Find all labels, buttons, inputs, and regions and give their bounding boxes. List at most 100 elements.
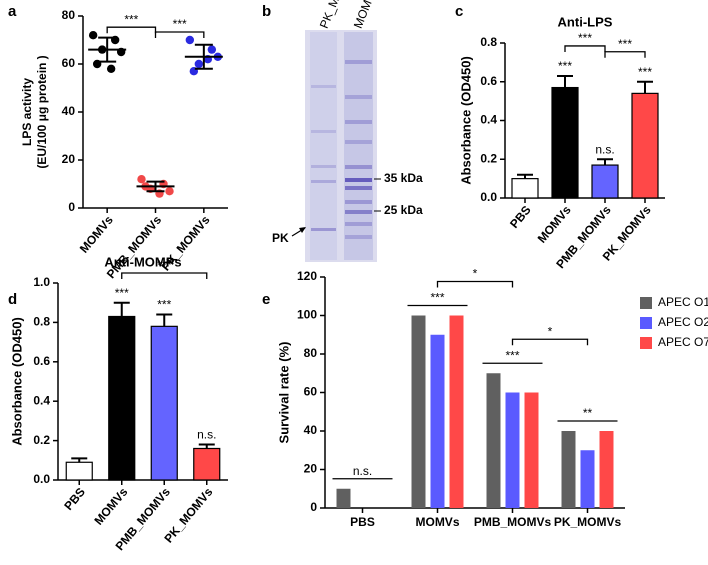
point (88, 31, 98, 40)
y-tick-label: 0.2 (33, 433, 50, 447)
y-tick-label: 40 (62, 104, 76, 118)
point (207, 45, 217, 54)
error-bar (113, 301, 130, 317)
error-bar (517, 173, 533, 179)
panel-letter: a (8, 3, 17, 20)
x-tick-label: PBS (350, 515, 375, 529)
error-bar (557, 74, 573, 88)
bar (580, 450, 595, 508)
bracket (154, 31, 205, 38)
y-tick-label: 0 (68, 200, 75, 214)
bracket-label: * (473, 267, 478, 281)
bar (193, 447, 221, 481)
y-tick-label: 0.4 (33, 393, 50, 407)
legend-swatch (640, 317, 652, 329)
x-tick-label: PBS (61, 485, 88, 513)
y-tick-label: 40 (304, 423, 318, 437)
y-axis-label: Absorbance (OD450) (458, 56, 473, 185)
bar (551, 86, 579, 199)
y-tick-label: 0.0 (33, 472, 50, 486)
bracket (436, 280, 514, 288)
bar (524, 392, 539, 508)
bar (108, 315, 136, 481)
legend-swatch (640, 297, 652, 309)
sd-bar (146, 180, 165, 193)
y-tick-label: 60 (304, 385, 318, 399)
significance: *** (115, 286, 129, 300)
legend-swatch (640, 337, 652, 349)
panel-letter: b (262, 3, 271, 20)
y-axis-label: (EU/100 μg protein ) (35, 55, 49, 168)
legend-label: APEC O78 (658, 335, 708, 349)
significance: *** (638, 65, 652, 79)
band (345, 235, 372, 239)
y-tick-label: 0.2 (480, 151, 497, 165)
legend-label: APEC O1 (658, 295, 708, 309)
panel-letter: c (455, 3, 463, 20)
y-tick-label: 0.0 (480, 190, 497, 204)
chart-title: Anti-LPS (558, 14, 613, 29)
marker-label: 35 kDa (384, 171, 423, 185)
chart-title: Anti-MOMPs (104, 254, 181, 269)
y-tick-label: 100 (297, 308, 317, 322)
point (194, 59, 204, 69)
x-tick-label: MOMVs (535, 203, 574, 246)
bracket (121, 272, 208, 279)
bracket-label: *** (578, 31, 592, 45)
bracket-label: *** (173, 17, 187, 31)
legend-label: APEC O2 (658, 315, 708, 329)
bar (430, 334, 445, 508)
band (311, 180, 336, 183)
lane-label: MOMVS (351, 0, 381, 30)
x-tick-label: MOMVs (77, 213, 116, 256)
error-bar (198, 443, 215, 449)
x-tick-label: MOMVs (415, 515, 459, 529)
bracket-label: * (548, 324, 553, 338)
lane (310, 32, 337, 260)
sd-bar (98, 36, 117, 63)
bracket (604, 51, 646, 58)
x-tick-label: PK_MOMVs (554, 515, 622, 529)
significance: n.s. (353, 464, 372, 478)
y-tick-label: 60 (62, 56, 76, 70)
bracket (106, 26, 157, 34)
y-tick-label: 0 (310, 500, 317, 514)
band (345, 186, 372, 190)
band (345, 222, 372, 226)
bracket (564, 45, 606, 52)
y-tick-label: 0.8 (33, 315, 50, 329)
bar (411, 315, 426, 508)
y-tick-label: 80 (62, 8, 76, 22)
marker-label: 25 kDa (384, 203, 423, 217)
significance: *** (505, 348, 519, 362)
point (165, 187, 174, 196)
arrow-head (299, 227, 306, 233)
lane-label: PK_MOMVS (317, 0, 355, 30)
bar (511, 178, 539, 199)
arrow-label: PK (272, 231, 289, 245)
y-tick-label: 0.6 (33, 354, 50, 368)
bar (449, 315, 464, 508)
y-tick-label: 20 (304, 462, 318, 476)
point (185, 35, 195, 45)
significance: *** (430, 291, 444, 305)
bar (599, 431, 614, 508)
y-axis-label: Absorbance (OD450) (9, 317, 24, 446)
significance: *** (558, 59, 572, 73)
point (137, 175, 146, 184)
y-axis-label: Survival rate (%) (276, 342, 291, 444)
band (345, 165, 372, 169)
significance: n.s. (197, 428, 216, 442)
bar (336, 488, 351, 508)
band (311, 130, 336, 133)
bracket (511, 338, 589, 346)
band (345, 95, 372, 99)
panel-letter: d (8, 291, 17, 308)
bar (591, 164, 619, 199)
band (345, 140, 372, 144)
error-bar (637, 80, 653, 94)
x-tick-label: MOMVs (91, 485, 130, 528)
panel-letter: e (262, 291, 270, 308)
band (311, 85, 336, 88)
